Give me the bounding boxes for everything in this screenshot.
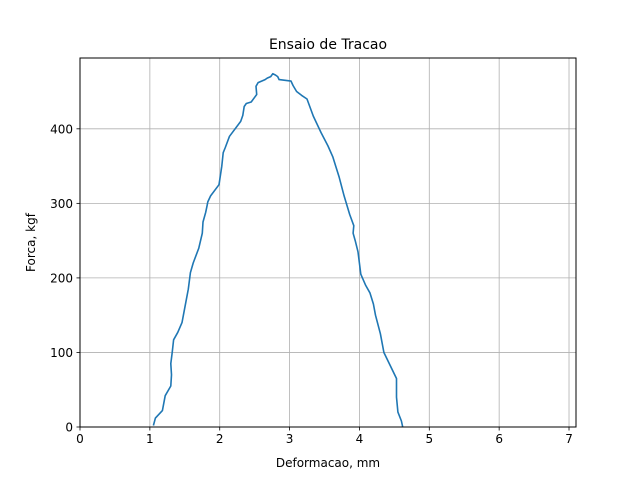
- y-tick-label: 200: [50, 271, 73, 285]
- x-tick-label: 6: [495, 432, 503, 446]
- y-tick-label: 300: [50, 197, 73, 211]
- grid-layer: [79, 58, 576, 428]
- y-tick-label: 100: [50, 346, 73, 360]
- x-tick-label: 7: [565, 432, 573, 446]
- ticks-layer: 0 1 2 3 4 5 6 7 0 100 200 300 400: [50, 122, 573, 446]
- series-layer: [152, 72, 404, 428]
- y-axis-label: Forca, kgf: [24, 212, 38, 272]
- x-tick-label: 5: [425, 432, 433, 446]
- y-tick-label: 400: [50, 122, 73, 136]
- series-line: [152, 72, 404, 428]
- chart-title: Ensaio de Tracao: [269, 37, 387, 53]
- plot-frame: [79, 57, 577, 428]
- x-tick-label: 1: [146, 432, 154, 446]
- y-tick-label: 0: [65, 421, 73, 435]
- x-tick-label: 3: [286, 432, 294, 446]
- x-tick-label: 0: [76, 432, 84, 446]
- x-tick-label: 2: [216, 432, 224, 446]
- x-tick-label: 4: [356, 432, 364, 446]
- x-axis-label: Deformacao, mm: [276, 456, 380, 470]
